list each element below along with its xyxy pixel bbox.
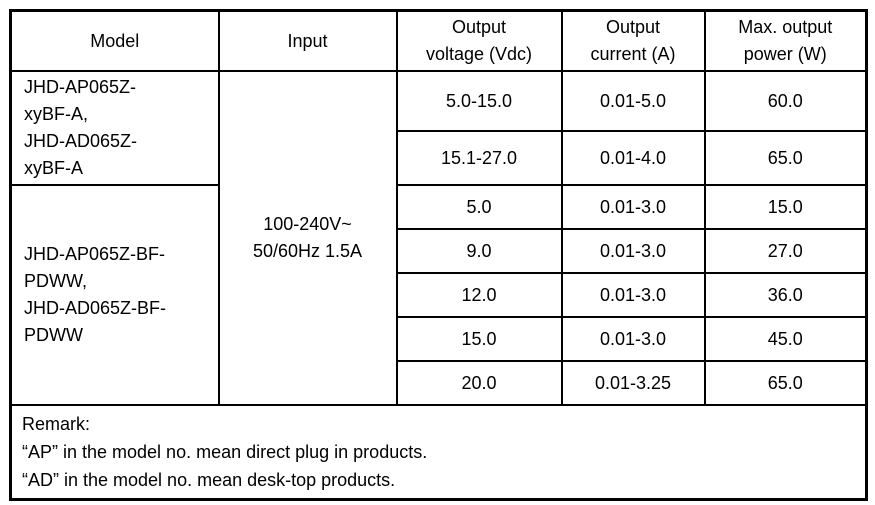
model-cell-group-2: JHD-AP065Z-BF- PDWW, JHD-AD065Z-BF- PDWW bbox=[9, 184, 220, 406]
voltage-cell: 15.0 bbox=[395, 316, 563, 362]
voltage-cell: 15.1-27.0 bbox=[395, 130, 563, 186]
power-cell: 15.0 bbox=[703, 184, 868, 230]
current-cell: 0.01-3.25 bbox=[560, 360, 706, 406]
table-row: 15.0 0.01-3.0 45.0 bbox=[11, 316, 868, 362]
power-cell: 36.0 bbox=[703, 272, 868, 318]
power-cell: 45.0 bbox=[703, 316, 868, 362]
voltage-cell: 12.0 bbox=[395, 272, 563, 318]
power-cell: 65.0 bbox=[703, 130, 868, 186]
header-input: Input bbox=[217, 9, 398, 72]
voltage-cell: 5.0-15.0 bbox=[395, 69, 563, 133]
header-model: Model bbox=[9, 9, 220, 72]
header-output-voltage: Output voltage (Vdc) bbox=[395, 9, 563, 72]
header-row: Model Input Output voltage (Vdc) Output … bbox=[9, 9, 868, 72]
current-cell: 0.01-3.0 bbox=[560, 184, 706, 230]
model-cell-group-1: JHD-AP065Z- xyBF-A, JHD-AD065Z- xyBF-A bbox=[9, 70, 220, 186]
power-spec-table: Model Input Output voltage (Vdc) Output … bbox=[9, 9, 868, 502]
table-row: 20.0 0.01-3.25 65.0 bbox=[11, 360, 868, 406]
table-row: 9.0 0.01-3.0 27.0 bbox=[11, 228, 868, 274]
input-cell: 100-240V~ 50/60Hz 1.5A bbox=[217, 70, 398, 406]
current-cell: 0.01-5.0 bbox=[560, 69, 706, 133]
header-max-output-power: Max. output power (W) bbox=[703, 9, 868, 72]
table-row: JHD-AP065Z-BF- PDWW, JHD-AD065Z-BF- PDWW… bbox=[9, 184, 868, 406]
header-output-current: Output current (A) bbox=[560, 9, 706, 72]
table-row: 15.1-27.0 0.01-4.0 65.0 bbox=[11, 130, 868, 186]
current-cell: 0.01-4.0 bbox=[560, 130, 706, 186]
current-cell: 0.01-3.0 bbox=[560, 272, 706, 318]
voltage-cell: 5.0 bbox=[395, 184, 563, 230]
power-cell: 27.0 bbox=[703, 228, 868, 274]
current-cell: 0.01-3.0 bbox=[560, 228, 706, 274]
power-cell: 65.0 bbox=[703, 360, 868, 406]
voltage-cell: 20.0 bbox=[395, 360, 563, 406]
table-row: 12.0 0.01-3.0 36.0 bbox=[11, 272, 868, 318]
spec-table-container: Model Input Output voltage (Vdc) Output … bbox=[9, 9, 868, 502]
remark-cell: Remark: “AP” in the model no. mean direc… bbox=[9, 404, 868, 501]
voltage-cell: 9.0 bbox=[395, 228, 563, 274]
current-cell: 0.01-3.0 bbox=[560, 316, 706, 362]
table-row: JHD-AP065Z- xyBF-A, JHD-AD065Z- xyBF-A 1… bbox=[9, 69, 868, 406]
remark-row: Remark: “AP” in the model no. mean direc… bbox=[9, 404, 868, 501]
power-cell: 60.0 bbox=[703, 69, 868, 133]
